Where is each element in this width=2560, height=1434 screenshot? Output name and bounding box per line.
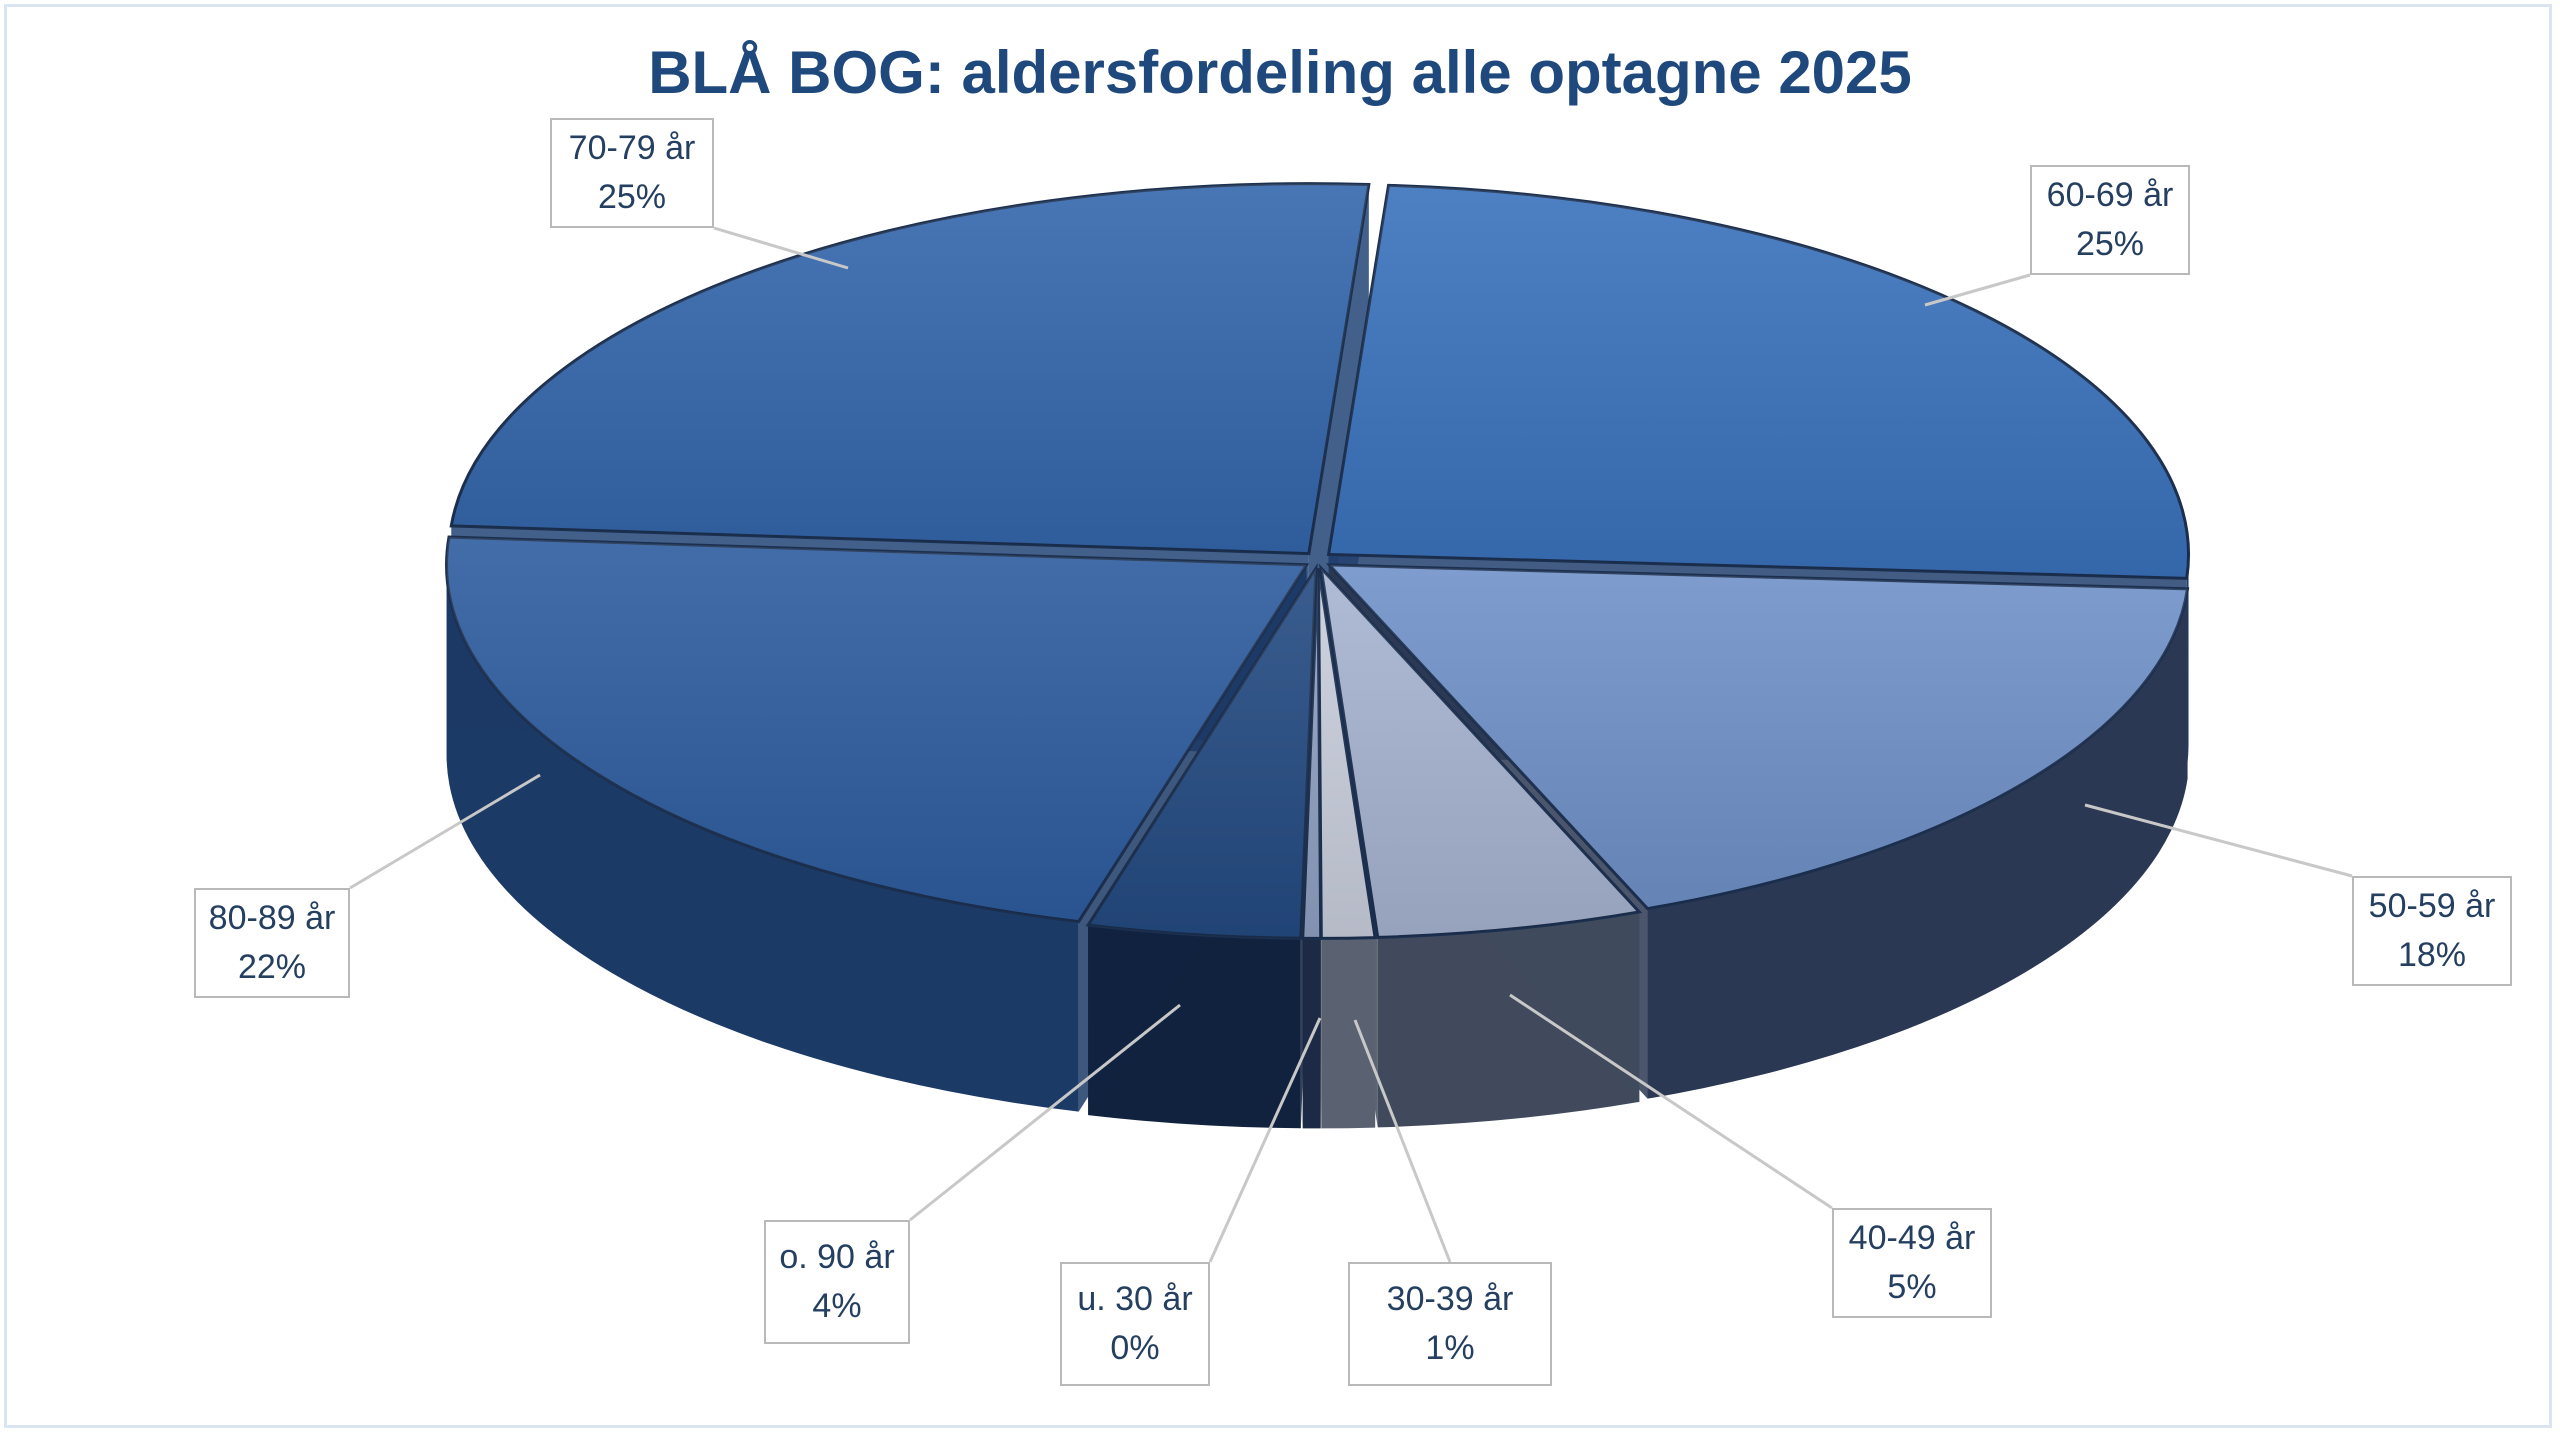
data-label: 70-79 år 25%	[550, 118, 714, 228]
data-label: 40-49 år 5%	[1832, 1208, 1992, 1318]
data-label: o. 90 år 4%	[764, 1220, 910, 1344]
leader-line	[1924, 273, 2031, 307]
pie-slice-shading	[1328, 185, 2189, 579]
data-label-category: 40-49 år	[1848, 1218, 1976, 1257]
data-label-value: 0%	[1110, 1329, 1160, 1367]
pie-slice-shading	[1329, 564, 2188, 909]
data-label-value: 4%	[812, 1287, 862, 1325]
data-label-category: o. 90 år	[779, 1237, 895, 1276]
pie-slice-shading	[451, 183, 1369, 554]
data-label-category: u. 30 år	[1077, 1279, 1193, 1318]
leader-line	[1353, 1019, 1452, 1263]
data-label-value: 25%	[597, 178, 667, 216]
pie-slice-shading	[1302, 568, 1321, 939]
leader-line	[1509, 993, 1833, 1210]
data-label: u. 30 år 0%	[1060, 1262, 1210, 1386]
data-label: 50-59 år 18%	[2352, 876, 2512, 986]
leader-line	[713, 226, 849, 270]
data-label-value: 25%	[2075, 225, 2145, 263]
data-label-value: 1%	[1425, 1329, 1475, 1367]
data-label: 80-89 år 22%	[194, 888, 350, 998]
data-label-value: 22%	[237, 948, 307, 986]
pie-slice-shading	[1318, 568, 1376, 939]
pie-slice-shading	[1088, 568, 1317, 939]
leader-line	[1208, 1017, 1322, 1263]
chart-title: BLÅ BOG: aldersfordeling alle optagne 20…	[648, 39, 1912, 106]
data-label-category: 70-79 år	[568, 128, 696, 167]
data-label-category: 80-89 år	[208, 898, 336, 937]
data-label-category: 30-39 år	[1386, 1279, 1514, 1318]
data-label-value: 18%	[2397, 936, 2467, 974]
leader-line	[2084, 803, 2353, 878]
pie-slice-shading	[446, 537, 1307, 922]
data-label: 60-69 år 25%	[2030, 165, 2190, 275]
leader-line	[909, 1003, 1181, 1222]
data-label-value: 5%	[1887, 1268, 1937, 1306]
leader-line	[349, 773, 541, 890]
pie-slice-side	[446, 564, 1079, 1112]
data-label-category: 50-59 år	[2368, 886, 2496, 925]
data-label: 30-39 år 1%	[1348, 1262, 1552, 1386]
pie-slice-side	[1647, 588, 2188, 1099]
pie-slice-shading	[1321, 568, 1640, 938]
data-label-category: 60-69 år	[2046, 175, 2174, 214]
